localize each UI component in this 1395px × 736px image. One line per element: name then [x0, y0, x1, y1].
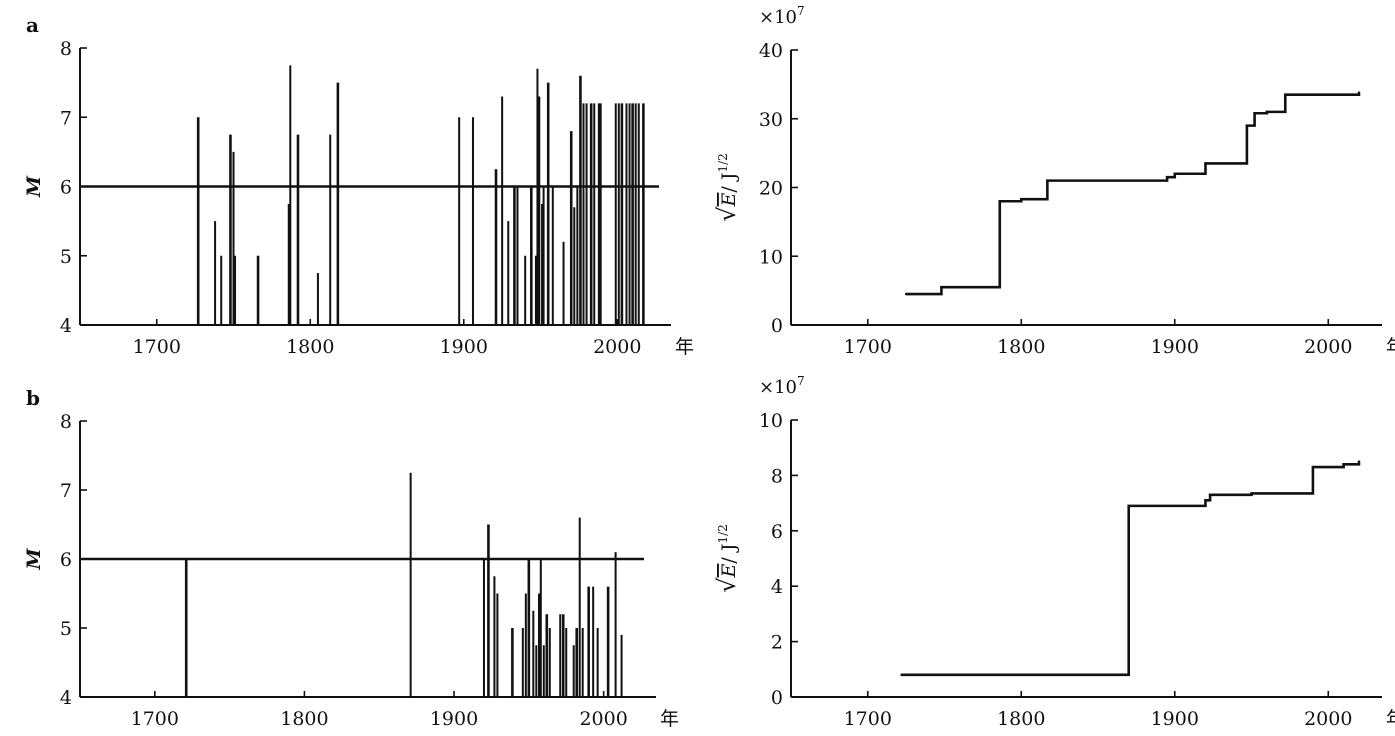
data-point-6: [1342, 463, 1345, 466]
y-tick-label: 30: [759, 109, 783, 131]
y-tick-label: 4: [771, 576, 783, 598]
data-point-1: [940, 285, 943, 289]
y-tick-label: 8: [771, 465, 783, 487]
unit-text: / J: [718, 544, 740, 564]
y-tick-label: 10: [759, 410, 783, 432]
y-tick-label: 2: [771, 632, 783, 654]
data-point-2: [998, 200, 1001, 203]
x-tick-label: 1900: [1151, 336, 1199, 358]
y-tick-label: 6: [60, 549, 72, 571]
unit-text: / J: [718, 173, 740, 193]
y-tick-label: 5: [60, 618, 72, 640]
x-tick-label: 1700: [131, 708, 179, 730]
y-tick-label: 8: [60, 411, 72, 433]
data-point-8: [1245, 124, 1249, 127]
y-tick-label: 8: [60, 38, 72, 60]
x-tick-label: 1900: [1151, 708, 1199, 730]
sqrt-symbol: √: [713, 206, 741, 222]
data-point-2: [1204, 499, 1207, 502]
y-tick-label: 4: [60, 687, 72, 709]
data-point-4: [1250, 492, 1253, 495]
data-point-0: [904, 292, 908, 296]
multiplier-label: ×107: [759, 4, 805, 28]
multiplier-base: ×10: [759, 377, 797, 398]
x-tick-label: 2000: [579, 708, 627, 730]
data-point-0: [900, 673, 903, 677]
y-tick-label: 7: [60, 107, 72, 129]
sqrt-symbol: √: [713, 577, 741, 593]
y-tick-label: 0: [771, 687, 783, 709]
multiplier-label: ×107: [759, 374, 805, 398]
multiplier-exponent: 7: [797, 4, 805, 18]
y-tick-label: 6: [771, 521, 783, 543]
y-tick-label: 6: [60, 177, 72, 199]
panel-label: a: [26, 13, 39, 37]
x-tick-label: 1700: [844, 708, 892, 730]
data-point-7: [1357, 460, 1361, 463]
x-tick-label: 1800: [286, 336, 334, 358]
x-unit-label: 年: [675, 336, 694, 358]
panel-b-energy-chart: 0 2 4 6 8 10 1700 1800 1900 2000 年 ×107 √E/ J1/2: [713, 374, 1395, 730]
cumulative-energy-line: [906, 92, 1361, 296]
x-tick-label: 1800: [997, 708, 1045, 730]
y-axis-label: √E/ J1/2: [713, 524, 741, 593]
panel-a-magnitude-chart: 4 5 6 7 8 1700 1800 1900 2000 年 a M: [23, 13, 694, 358]
y-tick-label: 10: [759, 246, 783, 268]
data-point-7: [1204, 162, 1207, 165]
x-tick-label: 2000: [1304, 708, 1352, 730]
x-tick-label: 1800: [280, 708, 328, 730]
x-tick-label: 1900: [440, 336, 488, 358]
y-tick-label: 5: [60, 246, 72, 268]
data-point-1: [1127, 504, 1130, 508]
multiplier-base: ×10: [759, 7, 797, 28]
panel-a-energy-chart: 0 10 20 30 40 1700 1800 1900 2000 年 ×107 √E/ J1/2: [713, 4, 1395, 358]
panel-b-magnitude-chart: 4 5 6 7 8 1700 1800 1900 2000 年 b M: [23, 386, 679, 730]
energy-symbol: E: [718, 563, 740, 578]
data-point-6: [1173, 172, 1176, 175]
multiplier-exponent: 7: [797, 374, 805, 388]
y-tick-label: 40: [759, 40, 783, 62]
data-point-5: [1311, 465, 1315, 469]
y-axis-label: M: [23, 175, 45, 198]
unit-exponent: 1/2: [716, 153, 730, 172]
y-tick-label: 20: [759, 178, 783, 200]
x-unit-label: 年: [660, 708, 679, 730]
x-tick-label: 1700: [133, 336, 181, 358]
data-point-11: [1284, 93, 1287, 96]
unit-exponent: 1/2: [716, 524, 730, 543]
data-point-3: [1020, 197, 1023, 201]
y-tick-label: 7: [60, 480, 72, 502]
data-point-4: [1046, 179, 1049, 182]
data-point-9: [1253, 112, 1256, 115]
x-tick-label: 2000: [1304, 336, 1352, 358]
data-point-10: [1265, 110, 1269, 114]
y-tick-label: 0: [771, 315, 783, 337]
energy-symbol: E: [718, 192, 740, 207]
cumulative-energy-line: [901, 461, 1361, 677]
x-tick-label: 1900: [430, 708, 478, 730]
y-tick-label: 4: [60, 315, 72, 337]
x-tick-label: 1700: [844, 336, 892, 358]
x-tick-label: 1800: [997, 336, 1045, 358]
data-point-3: [1208, 493, 1212, 496]
y-axis-label: √E/ J1/2: [713, 153, 741, 222]
x-tick-label: 2000: [593, 336, 641, 358]
x-unit-label: 年: [1386, 336, 1395, 358]
data-point-12: [1357, 91, 1361, 94]
data-point-5: [1165, 175, 1169, 179]
y-axis-label: M: [23, 548, 45, 571]
x-unit-label: 年: [1386, 708, 1395, 730]
panel-label: b: [26, 386, 40, 410]
